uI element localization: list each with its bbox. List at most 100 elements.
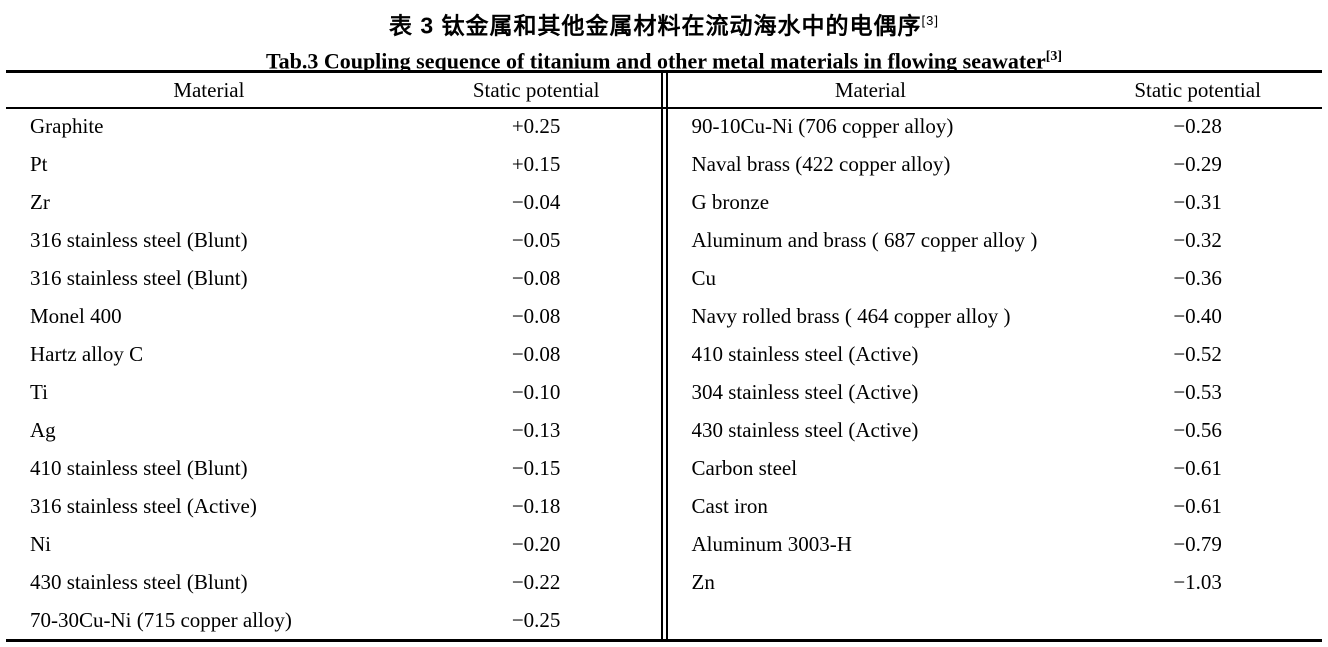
table-row: Ag −0.13 <box>6 411 661 449</box>
table-row: Ti −0.10 <box>6 373 661 411</box>
material-cell: Aluminum and brass ( 687 copper alloy ) <box>691 227 1038 252</box>
table-row: 316 stainless steel (Blunt) −0.08 <box>6 259 661 297</box>
table-row: 430 stainless steel (Active) −0.56 <box>668 411 1323 449</box>
material-cell: Pt <box>30 151 48 176</box>
header-separator-rule <box>6 107 1322 109</box>
material-cell: 410 stainless steel (Blunt) <box>30 455 248 480</box>
potential-cell: −0.32 <box>1173 227 1222 252</box>
material-cell: Carbon steel <box>691 455 798 480</box>
potential-cell: −0.20 <box>511 531 561 556</box>
potential-cell: −0.25 <box>511 607 561 632</box>
potential-cell: −0.52 <box>1173 341 1222 366</box>
table-row: 316 stainless steel (Active) −0.18 <box>6 487 661 525</box>
material-cell: 430 stainless steel (Active) <box>691 417 919 442</box>
table-row: Aluminum and brass ( 687 copper alloy ) … <box>668 221 1323 259</box>
material-cell: G bronze <box>691 189 770 214</box>
table-row: Zr −0.04 <box>6 183 661 221</box>
table-row: Ni −0.20 <box>6 525 661 563</box>
potential-cell: −0.53 <box>1173 379 1222 404</box>
material-cell: 316 stainless steel (Blunt) <box>30 227 248 252</box>
table-header-row-right: Material Static potential <box>668 73 1323 107</box>
table-row: 304 stainless steel (Active) −0.53 <box>668 373 1323 411</box>
material-cell: Ag <box>30 417 56 442</box>
potential-cell: −0.56 <box>1173 417 1222 442</box>
material-cell: Navy rolled brass ( 464 copper alloy ) <box>691 303 1011 328</box>
potential-cell: −0.61 <box>1173 455 1222 480</box>
potential-cell: +0.15 <box>511 151 561 176</box>
material-cell: Cu <box>691 265 717 290</box>
citation-ref-english: [3] <box>1045 48 1063 64</box>
potential-cell: −0.29 <box>1173 151 1222 176</box>
table-row: Hartz alloy C −0.08 <box>6 335 661 373</box>
material-cell: 316 stainless steel (Active) <box>30 493 257 518</box>
material-cell: Graphite <box>30 113 104 138</box>
material-cell: 304 stainless steel (Active) <box>691 379 919 404</box>
potential-cell: −0.10 <box>511 379 561 404</box>
table-body-right: 90-10Cu-Ni (706 copper alloy) −0.28 Nava… <box>668 107 1323 601</box>
potential-cell: −0.08 <box>511 303 561 328</box>
table-row: 410 stainless steel (Blunt) −0.15 <box>6 449 661 487</box>
potential-cell: −0.28 <box>1173 113 1222 138</box>
material-cell: 316 stainless steel (Blunt) <box>30 265 248 290</box>
table-caption-chinese-text: 表 3 钛金属和其他金属材料在流动海水中的电偶序 <box>388 12 922 39</box>
material-cell: Zr <box>30 189 50 214</box>
potential-cell: −0.08 <box>511 341 561 366</box>
citation-ref-chinese: [3] <box>921 13 940 28</box>
material-cell: Aluminum 3003-H <box>691 531 852 556</box>
table-row: Pt +0.15 <box>6 145 661 183</box>
material-cell: Zn <box>691 569 715 594</box>
potential-cell: −0.15 <box>511 455 561 480</box>
potential-cell: −1.03 <box>1173 569 1222 594</box>
material-cell: Cast iron <box>691 493 768 518</box>
table-row: Navy rolled brass ( 464 copper alloy ) −… <box>668 297 1323 335</box>
table-body-left: Graphite +0.25 Pt +0.15 Zr −0.04 31 <box>6 107 661 639</box>
table-header-row-left: Material Static potential <box>6 73 661 107</box>
potential-cell: +0.25 <box>511 113 561 138</box>
table-row: Monel 400 −0.08 <box>6 297 661 335</box>
material-cell: Hartz alloy C <box>30 341 144 366</box>
potential-cell: −0.18 <box>511 493 561 518</box>
table-row: Carbon steel −0.61 <box>668 449 1323 487</box>
material-cell: 430 stainless steel (Blunt) <box>30 569 248 594</box>
data-table: Material Static potential Graphite +0.25… <box>6 70 1322 642</box>
potential-cell: −0.31 <box>1173 189 1222 214</box>
potential-cell: −0.61 <box>1173 493 1222 518</box>
material-cell: Naval brass (422 copper alloy) <box>691 151 951 176</box>
table-row: G bronze −0.31 <box>668 183 1323 221</box>
table-row: 90-10Cu-Ni (706 copper alloy) −0.28 <box>668 107 1323 145</box>
table-row: Aluminum 3003-H −0.79 <box>668 525 1323 563</box>
table-caption-english-text: Tab.3 Coupling sequence of titanium and … <box>265 47 1046 73</box>
potential-cell: −0.36 <box>1173 265 1222 290</box>
material-cell: Ni <box>30 531 51 556</box>
table-row: Zn −1.03 <box>668 563 1323 601</box>
potential-cell: −0.22 <box>511 569 561 594</box>
potential-cell: −0.13 <box>511 417 561 442</box>
material-cell: Ti <box>30 379 48 404</box>
table-row: Graphite +0.25 <box>6 107 661 145</box>
material-cell: 90-10Cu-Ni (706 copper alloy) <box>691 113 954 138</box>
column-header-material: Material <box>173 77 245 102</box>
table-caption-chinese: 表 3 钛金属和其他金属材料在流动海水中的电偶序[3] <box>0 0 1328 41</box>
double-rule-divider <box>660 73 668 639</box>
table-right-half: Material Static potential 90-10Cu-Ni (70… <box>668 73 1323 639</box>
material-cell: Monel 400 <box>30 303 122 328</box>
table-row: Cast iron −0.61 <box>668 487 1323 525</box>
column-header-static-potential: Static potential <box>1134 77 1261 102</box>
potential-cell: −0.05 <box>511 227 561 252</box>
potential-cell: −0.08 <box>511 265 561 290</box>
column-header-material: Material <box>834 77 906 102</box>
potential-cell: −0.04 <box>511 189 561 214</box>
potential-cell: −0.79 <box>1173 531 1222 556</box>
table-row: 70-30Cu-Ni (715 copper alloy) −0.25 <box>6 601 661 639</box>
potential-cell: −0.40 <box>1173 303 1222 328</box>
table-row: 410 stainless steel (Active) −0.52 <box>668 335 1323 373</box>
table-row: Cu −0.36 <box>668 259 1323 297</box>
table-left-half: Material Static potential Graphite +0.25… <box>6 73 661 639</box>
material-cell: 70-30Cu-Ni (715 copper alloy) <box>30 607 292 632</box>
column-header-static-potential: Static potential <box>472 77 600 102</box>
table-row: 316 stainless steel (Blunt) −0.05 <box>6 221 661 259</box>
table-row: Naval brass (422 copper alloy) −0.29 <box>668 145 1323 183</box>
table-caption-english: Tab.3 Coupling sequence of titanium and … <box>0 41 1328 76</box>
material-cell: 410 stainless steel (Active) <box>691 341 919 366</box>
